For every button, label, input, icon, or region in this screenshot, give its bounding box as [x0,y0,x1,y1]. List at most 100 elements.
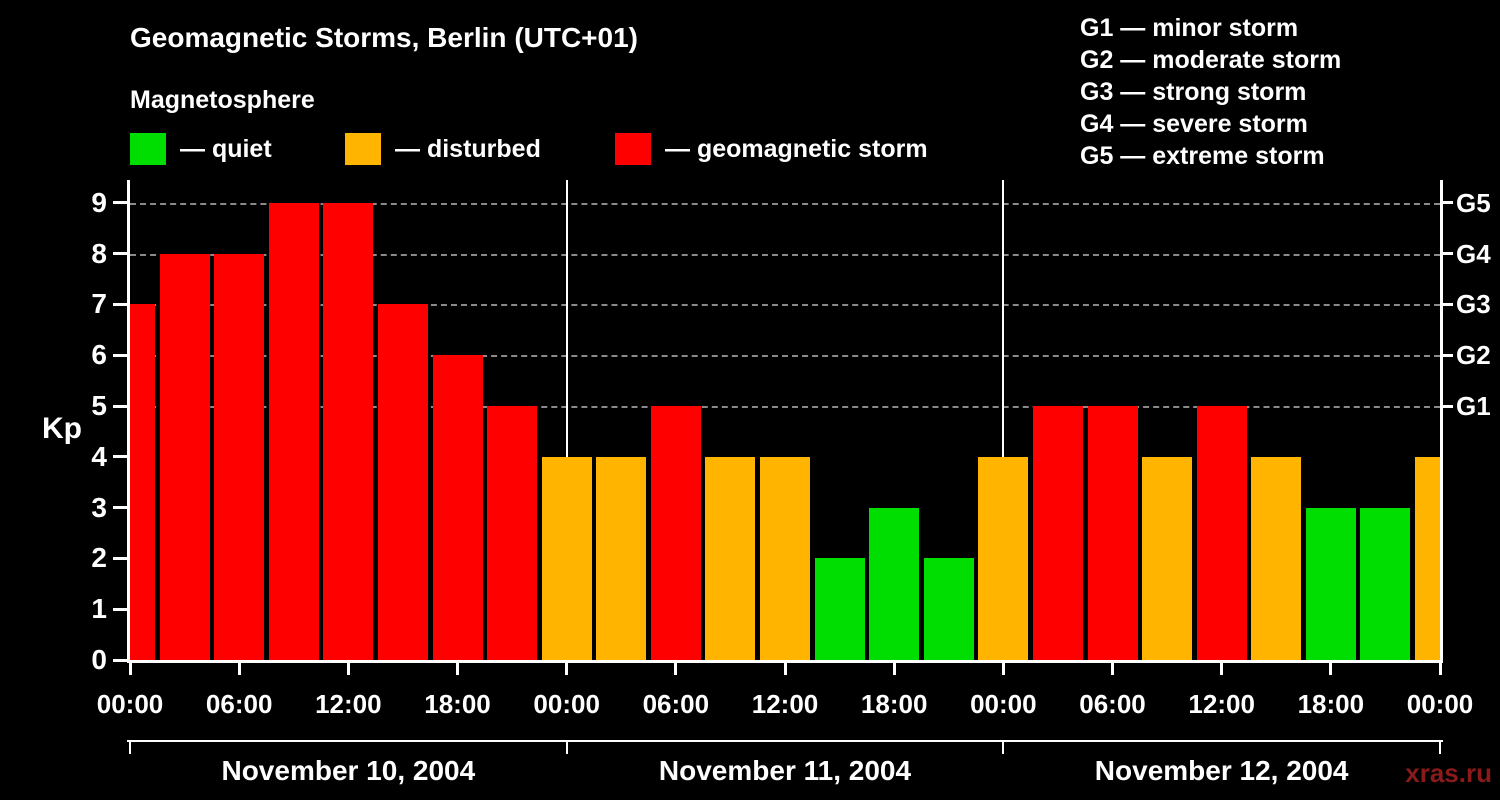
x-tick [565,663,569,675]
g-level-label: G3 [1456,289,1491,320]
chart-title: Geomagnetic Storms, Berlin (UTC+01) [130,22,639,53]
g-scale-item-g4: G4 — severe storm [1080,110,1308,138]
g-level-label: G5 [1456,187,1491,218]
x-tick-label: 12:00 [1188,689,1255,719]
g-scale-item-g3: G3 — strong storm [1080,78,1307,106]
y-tick [113,556,127,560]
y-tick-label: 9 [91,186,107,218]
x-tick-label: 18:00 [424,689,491,719]
kp-bar [1142,456,1193,660]
day-divider [1002,180,1005,660]
kp-bar [760,456,810,660]
g-scale-legend: G1 — minor storm G2 — moderate storm G3 … [1080,12,1341,172]
chart-subtitle: Magnetosphere [130,86,315,114]
x-tick-label: 06:00 [205,689,273,719]
kp-bar [1032,406,1083,660]
y-tick-label: 0 [91,644,107,675]
g-level-label: G2 [1456,340,1491,371]
legend-label-disturbed: — disturbed [395,134,541,163]
kp-bar [130,304,155,660]
date-tick [1002,740,1005,754]
y-tick-label: 3 [91,491,107,523]
date-tick [129,740,131,754]
g-tick [1443,252,1453,256]
y-tick-label: 4 [91,440,107,472]
g-tick [1443,201,1453,205]
x-tick [237,663,241,675]
date-tick [565,740,568,754]
legend-item-quiet: — quiet [130,133,272,165]
kp-bar [159,253,210,660]
x-tick [1001,663,1005,675]
x-tick [1220,663,1224,675]
y-tick-label: 8 [91,237,107,269]
day-divider [565,180,568,660]
y-axis-line [127,180,130,663]
kp-bar [1305,507,1356,660]
y-tick-label: 1 [91,593,107,625]
kp-bar [214,253,265,660]
x-tick-label: 00:00 [1406,689,1474,719]
x-tick [346,663,350,675]
date-label: November 10, 2004 [221,755,476,786]
x-tick [892,663,896,675]
kp-bar [1251,456,1302,660]
kp-bar [268,202,319,660]
kp-bar [1196,406,1247,660]
y-tick-label: 7 [91,288,107,320]
gridline-kp8 [130,253,1440,256]
y-tick [113,353,127,357]
g-level-label: G4 [1456,238,1491,269]
plot-area [130,180,1440,660]
kp-bar [1415,456,1440,660]
gridline-kp6 [130,355,1440,358]
storm-color-swatch [615,133,651,165]
quiet-color-swatch [130,133,166,165]
kp-bar [1087,406,1138,660]
kp-bar [487,406,538,660]
y-tick-label: 5 [91,390,107,421]
legend-label-quiet: — quiet [180,134,272,163]
y-tick [113,252,127,256]
x-tick-label: 00:00 [970,689,1037,719]
kp-bar [869,507,920,660]
kp-bar [323,202,374,660]
legend-item-disturbed: — disturbed [345,133,541,165]
watermark: xras.ru [1405,758,1492,788]
g-scale-item-g2: G2 — moderate storm [1080,46,1342,74]
g-scale-item-g5: G5 — extreme storm [1080,142,1325,170]
x-tick [456,663,459,675]
x-tick [128,663,132,675]
gridline-kp5 [130,406,1440,408]
g-scale-item-g1: G1 — minor storm [1080,14,1299,42]
x-tick-label: 00:00 [96,689,164,719]
y-tick [113,404,127,408]
kp-bar [814,558,865,660]
x-tick [783,663,787,675]
kp-bar [978,456,1029,660]
kp-bar [541,456,592,660]
y-tick-label: 6 [91,339,107,371]
legend-label-storm: — geomagnetic storm [665,134,928,163]
date-label: November 12, 2004 [1094,755,1349,786]
date-tick [1439,740,1441,754]
kp-bar [705,456,756,660]
kp-bar [432,355,483,660]
disturbed-color-swatch [345,133,381,165]
g-tick [1443,302,1453,306]
y-tick [113,506,127,510]
y-tick [113,302,127,306]
x-tick [1111,663,1114,675]
right-axis-line [1440,180,1443,663]
status-legend: — quiet — disturbed — geomagnetic storm [130,133,1030,167]
x-axis-line [127,660,1443,663]
g-tick [1443,404,1453,408]
x-tick [1438,663,1442,675]
date-axis-line [127,740,1443,742]
kp-bar [1360,507,1411,660]
legend-item-storm: — geomagnetic storm [615,133,928,165]
x-tick-label: 06:00 [642,689,710,719]
y-tick [113,658,127,662]
x-tick-label: 18:00 [1297,689,1365,719]
